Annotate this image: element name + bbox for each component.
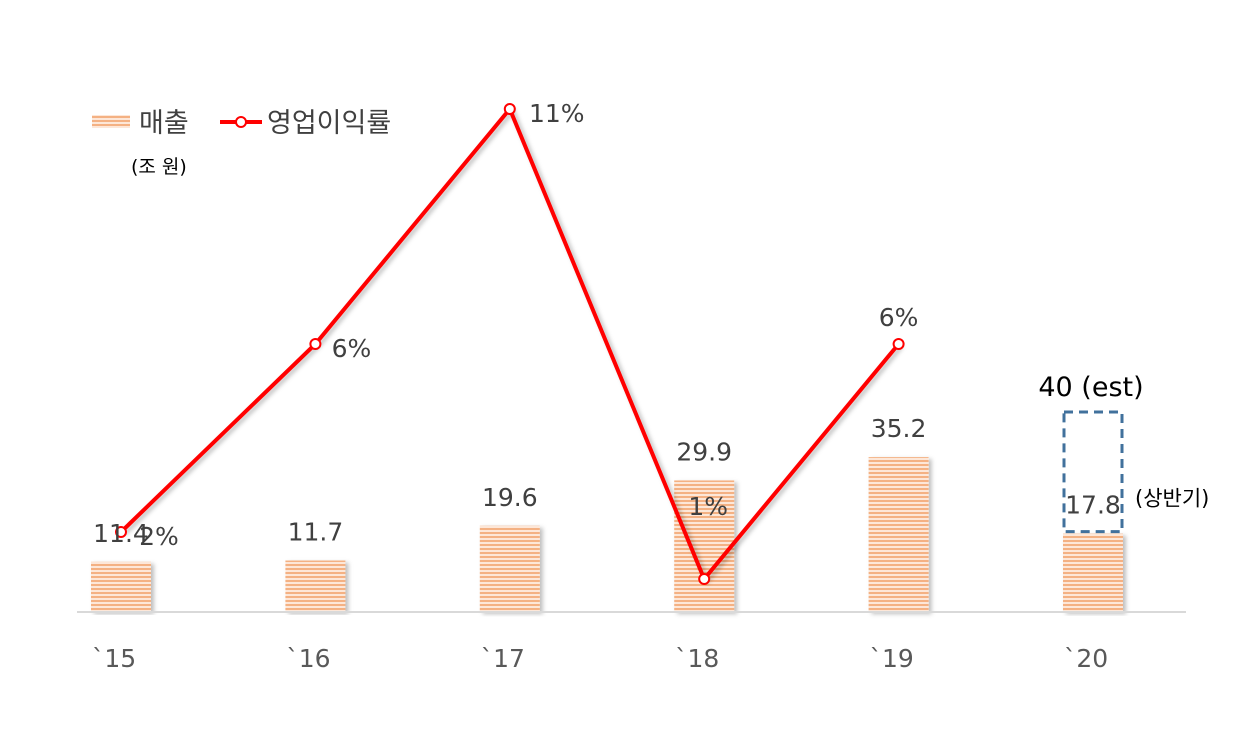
bar-4 <box>868 457 929 612</box>
bar-value-label-1: 11.7 <box>288 518 344 547</box>
bar-3 <box>674 480 735 612</box>
margin-label-3: 1% <box>688 492 728 521</box>
margin-label-1: 6% <box>332 334 372 363</box>
legend-line-label: 영업이익률 <box>267 108 391 139</box>
legend-bar-label: 매출 <box>139 108 189 139</box>
margin-line-series: 2% 6% 11% 1% 6% <box>115 99 919 585</box>
margin-point-2 <box>503 103 516 115</box>
bar-2 <box>479 525 540 612</box>
x-tick-label-2: `17 <box>481 644 525 673</box>
unit-label: (조 원) <box>131 156 187 178</box>
x-tick-label-5: `20 <box>1064 644 1108 673</box>
estimate-label: 40 (est) <box>1038 372 1143 403</box>
bar-value-label-5: 17.8 <box>1065 491 1121 520</box>
bar-value-label-0: 11.4 <box>93 519 149 548</box>
x-tick-labels: `15 `16 `17 `18 `19 `20 <box>92 644 1108 673</box>
bar-0 <box>91 561 151 612</box>
x-tick-label-4: `19 <box>869 644 913 673</box>
margin-point-0 <box>115 526 127 538</box>
bar-value-label-3: 29.9 <box>676 437 732 466</box>
first-half-note: (상반기) <box>1135 487 1209 511</box>
bar-value-label-4: 35.2 <box>871 414 927 443</box>
margin-point-1 <box>309 338 322 350</box>
margin-label-4: 6% <box>879 303 919 332</box>
margin-point-3 <box>698 573 711 585</box>
x-tick-label-1: `16 <box>286 644 330 673</box>
legend: 매출 영업이익률 <box>92 108 391 139</box>
bar-value-label-2: 19.6 <box>482 483 538 512</box>
x-tick-label-0: `15 <box>92 644 136 673</box>
bar-5 <box>1063 533 1123 612</box>
legend-line-marker <box>235 116 247 128</box>
estimate-group: 40 (est) (상반기) <box>1038 372 1209 534</box>
margin-label-0: 2% <box>139 522 179 551</box>
margin-point-4 <box>892 338 905 350</box>
bar-value-labels: 11.4 11.7 19.6 29.9 35.2 17.8 <box>93 414 1121 548</box>
legend-bar-swatch <box>92 115 130 128</box>
margin-label-2: 11% <box>529 99 585 128</box>
bar-1 <box>285 560 346 612</box>
x-tick-label-3: `18 <box>675 644 719 673</box>
revenue-bars <box>91 457 1123 612</box>
